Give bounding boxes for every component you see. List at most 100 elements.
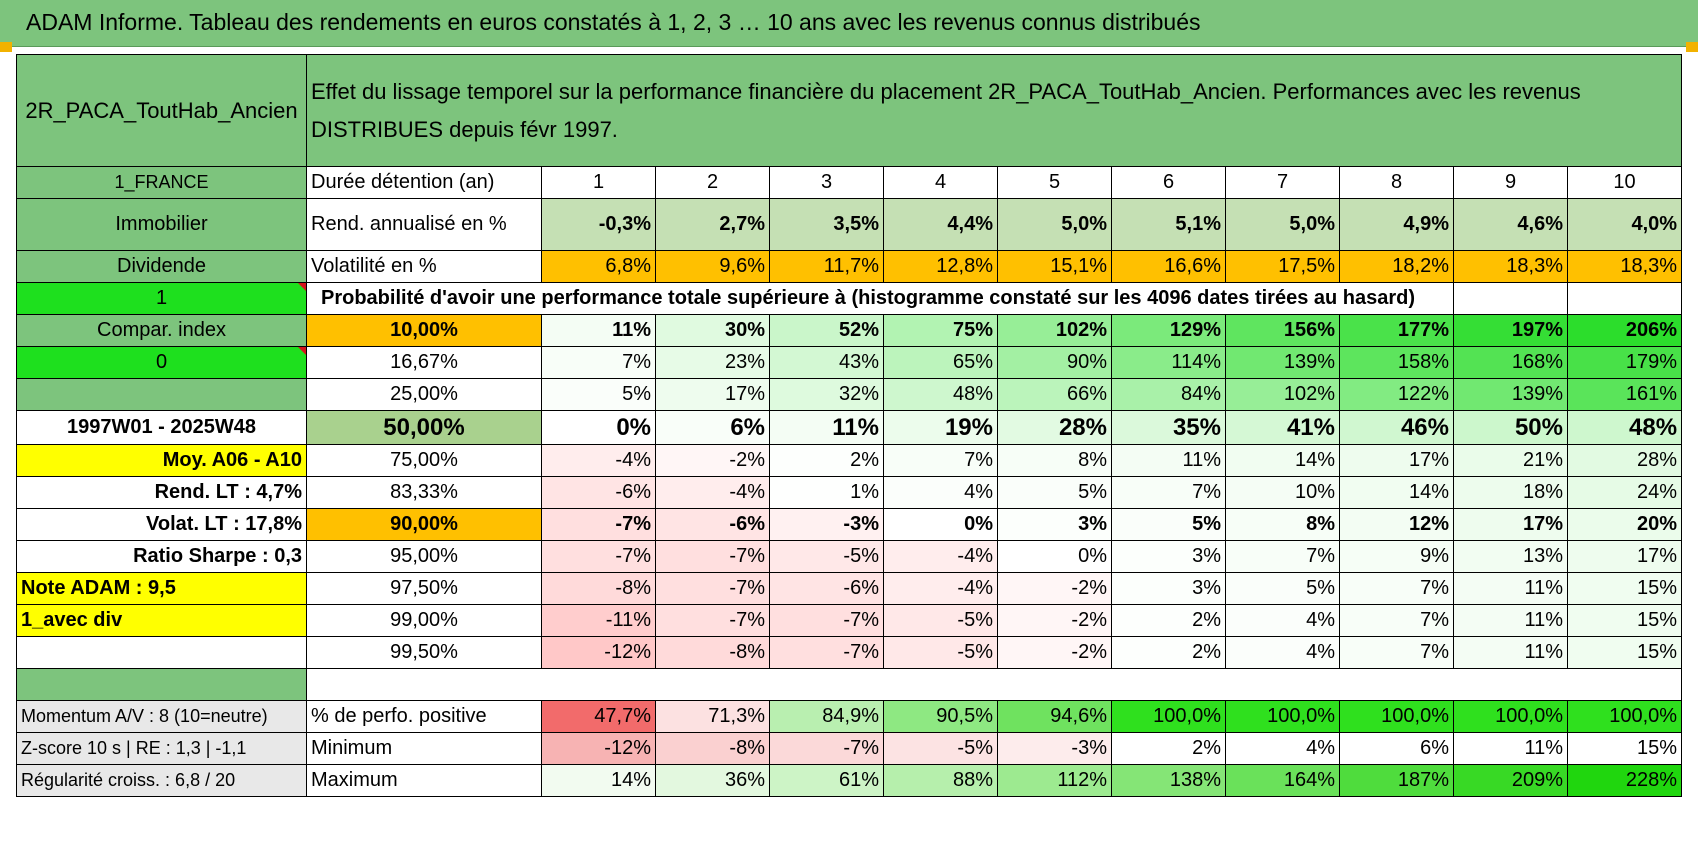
max-label: Maximum [306, 764, 542, 797]
probability-value-cell: 15% [1566, 572, 1683, 605]
probability-value-cell: 32% [769, 378, 884, 411]
probability-value-cell: 114% [1111, 346, 1226, 379]
probability-value-cell: 35% [1111, 410, 1226, 445]
compar-index-label: Compar. index [16, 314, 307, 347]
max-cell: 61% [769, 764, 884, 797]
probability-value-cell: 3% [1111, 540, 1226, 573]
probability-value-cell: 23% [655, 346, 770, 379]
probability-value-cell: 84% [1111, 378, 1226, 411]
year-header: 9 [1453, 166, 1568, 199]
flag-one-cell: 1 [16, 282, 307, 315]
spacer-blank [305, 668, 1683, 701]
probability-value-cell: 28% [997, 410, 1112, 445]
probability-value-cell: 17% [1339, 444, 1454, 477]
vol-cell: 6,8% [541, 250, 656, 283]
vol-cell: 15,1% [997, 250, 1112, 283]
vol-cell: 18,3% [1453, 250, 1568, 283]
probability-value-cell: 11% [541, 314, 656, 347]
vol-cell: 16,6% [1111, 250, 1226, 283]
probability-value-cell: -4% [655, 476, 770, 509]
probability-value-cell: 24% [1566, 476, 1683, 509]
probability-value-cell: 3% [1111, 572, 1226, 605]
positive-cell: 100,0% [1566, 700, 1683, 733]
probability-value-cell: 4% [1225, 636, 1340, 669]
vol-cell: 12,8% [883, 250, 998, 283]
probability-value-cell: 5% [1111, 508, 1226, 541]
probability-value-cell: -6% [655, 508, 770, 541]
probability-value-cell: 161% [1566, 378, 1683, 411]
probability-value-cell: 8% [1225, 508, 1340, 541]
min-cell: 6% [1339, 732, 1454, 765]
probability-value-cell: 7% [541, 346, 656, 379]
probability-value-cell: -2% [997, 572, 1112, 605]
min-cell: -3% [997, 732, 1112, 765]
spacer-green [16, 668, 307, 701]
probability-value-cell: 18% [1453, 476, 1568, 509]
percentile-cell: 83,33% [306, 476, 542, 509]
probability-value-cell: -7% [655, 604, 770, 637]
rend-cell: 4,0% [1566, 198, 1683, 251]
probability-value-cell: 0% [997, 540, 1112, 573]
probability-value-cell: -5% [883, 604, 998, 637]
empty-cell [1566, 282, 1683, 315]
probability-value-cell: 14% [1225, 444, 1340, 477]
probability-value-cell: 0% [541, 410, 656, 445]
positive-cell: 100,0% [1339, 700, 1454, 733]
percentile-cell: 97,50% [306, 572, 542, 605]
min-cell: -7% [769, 732, 884, 765]
probability-value-cell: 11% [1453, 572, 1568, 605]
min-cell: -8% [655, 732, 770, 765]
probability-value-cell: 197% [1453, 314, 1568, 347]
probability-value-cell: 17% [655, 378, 770, 411]
max-cell: 112% [997, 764, 1112, 797]
year-header: 3 [769, 166, 884, 199]
probability-value-cell: 7% [1339, 572, 1454, 605]
returns-table: 2R_PACA_ToutHab_Ancien Effet du lissage … [16, 54, 1683, 797]
probability-value-cell: 66% [997, 378, 1112, 411]
probability-value-cell: -7% [541, 540, 656, 573]
probability-value-cell: -8% [655, 636, 770, 669]
report-title: ADAM Informe. Tableau des rendements en … [26, 9, 1201, 35]
year-header: 4 [883, 166, 998, 199]
rend-cell: 5,0% [997, 198, 1112, 251]
percentile-cell: 99,50% [306, 636, 542, 669]
year-header: 10 [1566, 166, 1683, 199]
probability-value-cell: 48% [883, 378, 998, 411]
min-cell: 2% [1111, 732, 1226, 765]
description-cell: Effet du lissage temporel sur la perform… [305, 54, 1683, 167]
max-cell: 228% [1566, 764, 1683, 797]
probability-value-cell: 65% [883, 346, 998, 379]
probability-value-cell: -4% [541, 444, 656, 477]
fund-name-cell: 2R_PACA_ToutHab_Ancien [16, 54, 307, 167]
empty-label [16, 636, 307, 669]
probability-value-cell: -12% [541, 636, 656, 669]
avec-div-label: 1_avec div [16, 604, 307, 637]
probability-value-cell: 7% [1111, 476, 1226, 509]
percentile-cell: 75,00% [306, 444, 542, 477]
probability-value-cell: 5% [541, 378, 656, 411]
rend-label: Rend. annualisé en % [306, 198, 542, 251]
probability-value-cell: 17% [1566, 540, 1683, 573]
positive-cell: 71,3% [655, 700, 770, 733]
min-cell: 11% [1453, 732, 1568, 765]
rend-cell: 3,5% [769, 198, 884, 251]
probability-value-cell: 139% [1225, 346, 1340, 379]
probability-value-cell: 179% [1566, 346, 1683, 379]
probability-value-cell: 156% [1225, 314, 1340, 347]
probability-value-cell: 11% [769, 410, 884, 445]
probability-value-cell: 90% [997, 346, 1112, 379]
probability-value-cell: 7% [1339, 604, 1454, 637]
probability-value-cell: 7% [1225, 540, 1340, 573]
probability-value-cell: 8% [997, 444, 1112, 477]
probability-value-cell: -6% [541, 476, 656, 509]
regularite-label: Régularité croiss. : 6,8 / 20 [16, 764, 307, 797]
positive-cell: 47,7% [541, 700, 656, 733]
probability-value-cell: 102% [1225, 378, 1340, 411]
rend-cell: -0,3% [541, 198, 656, 251]
moy-label: Moy. A06 - A10 [16, 444, 307, 477]
probability-value-cell: 28% [1566, 444, 1683, 477]
probability-value-cell: 206% [1566, 314, 1683, 347]
min-cell: 15% [1566, 732, 1683, 765]
probability-value-cell: 7% [883, 444, 998, 477]
max-cell: 88% [883, 764, 998, 797]
